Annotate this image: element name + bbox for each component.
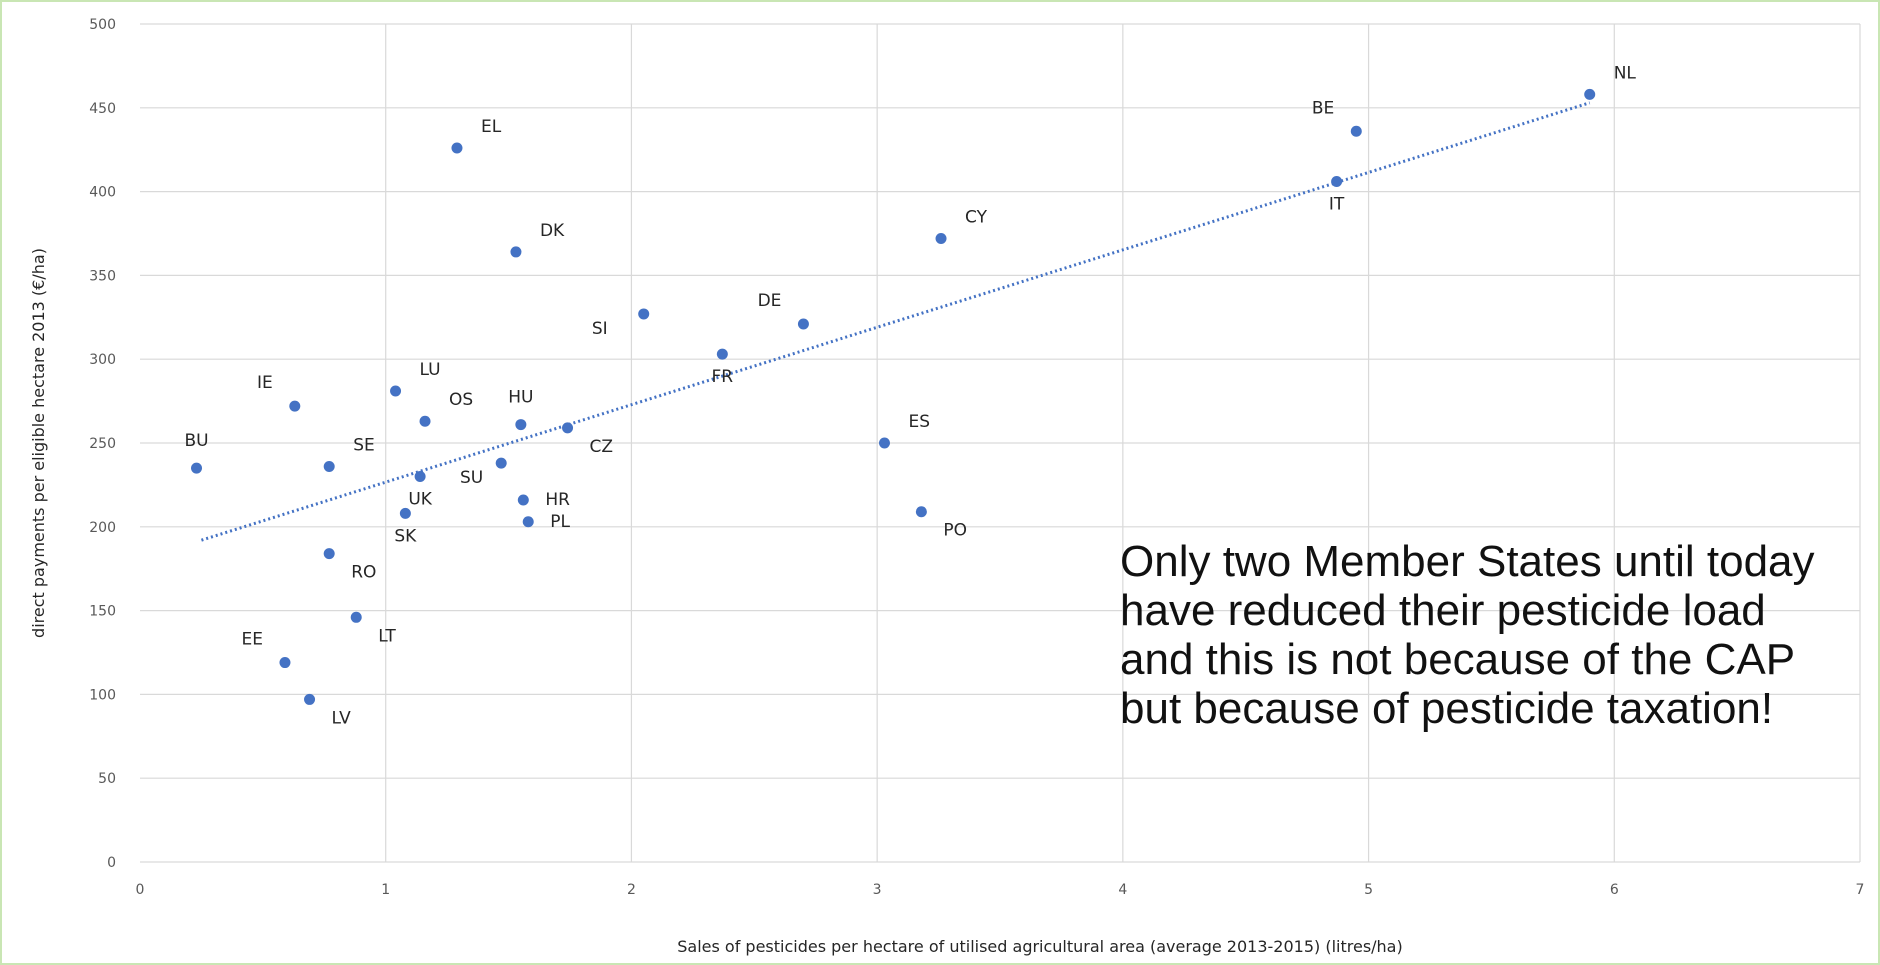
y-axis-title: direct payments per eligible hectare 201…	[29, 248, 48, 638]
point-label-sk: SK	[394, 526, 417, 546]
data-point-dk	[510, 246, 522, 258]
y-tick-label: 450	[89, 101, 116, 117]
point-label-su: SU	[460, 468, 483, 488]
y-tick-label: 100	[89, 687, 116, 703]
data-points	[191, 88, 1596, 705]
data-point-ro	[323, 548, 335, 560]
point-label-se: SE	[353, 435, 375, 455]
x-tick-label: 6	[1610, 882, 1619, 898]
data-point-po	[915, 506, 927, 518]
data-point-hr	[517, 494, 529, 506]
point-label-fr: FR	[712, 367, 734, 387]
data-point-fr	[716, 348, 728, 360]
data-point-su	[495, 457, 507, 469]
data-point-ee	[279, 657, 291, 669]
data-point-os	[419, 415, 431, 427]
data-point-cz	[562, 422, 574, 434]
data-point-cy	[935, 233, 947, 245]
data-point-lv	[304, 693, 316, 705]
point-label-ie: IE	[257, 373, 273, 393]
point-label-pl: PL	[550, 512, 570, 532]
point-label-ro: RO	[351, 563, 376, 583]
grid-lines	[140, 23, 1861, 863]
x-axis-title: Sales of pesticides per hectare of utili…	[677, 937, 1402, 956]
point-label-cy: CY	[965, 208, 988, 228]
point-label-hu: HU	[508, 388, 533, 408]
x-tick-label: 3	[873, 882, 882, 898]
data-point-lu	[390, 385, 402, 397]
x-tick-label: 0	[136, 882, 145, 898]
point-label-os: OS	[449, 390, 473, 410]
point-label-es: ES	[909, 412, 931, 432]
data-point-bu	[191, 462, 203, 474]
y-tick-label: 300	[89, 352, 116, 368]
point-label-po: PO	[943, 521, 967, 541]
y-axis-ticks: 0 50 100 150 200 250 300 350 400 450 500	[89, 17, 116, 871]
data-point-se	[323, 460, 335, 472]
x-tick-label: 1	[381, 882, 390, 898]
y-tick-label: 200	[89, 520, 116, 536]
data-point-be	[1350, 125, 1362, 137]
point-label-hr: HR	[545, 490, 570, 510]
y-tick-label: 500	[89, 17, 116, 33]
trendline	[200, 101, 1591, 542]
y-tick-label: 250	[89, 436, 116, 452]
data-point-de	[797, 318, 809, 330]
x-tick-label: 7	[1856, 882, 1865, 898]
data-point-hu	[515, 419, 527, 431]
y-tick-label: 350	[89, 268, 116, 284]
data-point-el	[451, 142, 463, 154]
point-label-si: SI	[592, 319, 608, 339]
point-label-lu: LU	[420, 360, 441, 380]
point-label-uk: UK	[408, 490, 432, 510]
point-label-it: IT	[1329, 195, 1345, 215]
x-tick-label: 4	[1118, 882, 1127, 898]
data-point-it	[1331, 176, 1343, 188]
point-label-el: EL	[481, 117, 502, 137]
data-point-nl	[1584, 88, 1596, 100]
point-label-cz: CZ	[590, 437, 614, 457]
point-label-ee: EE	[241, 630, 262, 650]
annotation-text: Only two Member States until today have …	[1120, 537, 1815, 733]
point-label-be: BE	[1312, 98, 1334, 118]
point-label-dk: DK	[540, 221, 565, 241]
data-point-lt	[350, 611, 362, 623]
y-tick-label: 400	[89, 185, 116, 201]
data-point-pl	[522, 516, 534, 528]
point-label-lv: LV	[332, 708, 352, 728]
point-label-lt: LT	[378, 626, 396, 646]
y-tick-label: 50	[98, 771, 116, 787]
x-tick-label: 2	[627, 882, 636, 898]
x-axis-ticks: 0 1 2 3 4 5 6 7	[136, 882, 1865, 898]
point-label-de: DE	[758, 291, 782, 311]
data-point-uk	[414, 471, 426, 483]
point-label-nl: NL	[1614, 63, 1637, 83]
data-point-es	[879, 437, 891, 449]
y-tick-label: 0	[107, 855, 116, 871]
data-point-si	[638, 308, 650, 320]
data-point-sk	[399, 507, 411, 519]
y-tick-label: 150	[89, 604, 116, 620]
data-point-ie	[289, 400, 301, 412]
point-label-bu: BU	[184, 431, 208, 451]
x-tick-label: 5	[1364, 882, 1373, 898]
